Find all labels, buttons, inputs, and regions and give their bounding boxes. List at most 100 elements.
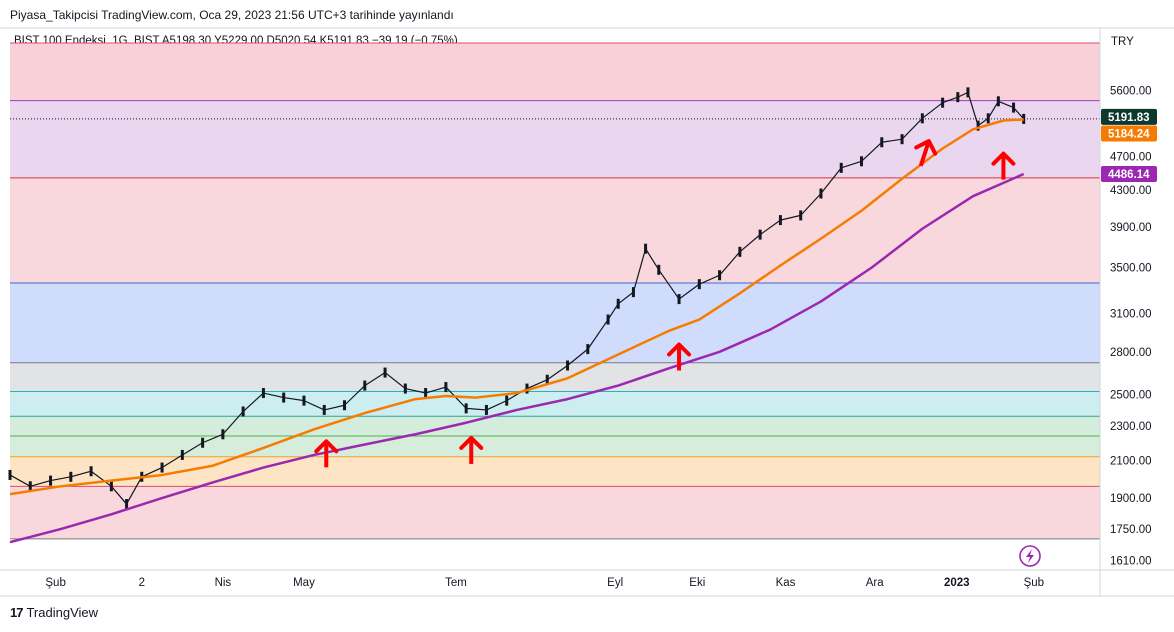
price-tag [1101, 108, 1157, 125]
price-point [505, 395, 509, 406]
y-tick-label: 1900.00 [1110, 493, 1152, 505]
price-point [697, 279, 701, 290]
price-tag-label: 5191.83 [1108, 112, 1150, 124]
y-tick-label: 1610.00 [1110, 556, 1152, 568]
price-point [545, 374, 549, 385]
ma-long-series [9, 172, 1025, 544]
price-point [49, 475, 53, 486]
price-point [1022, 113, 1026, 124]
y-tick-label: 2300.00 [1110, 421, 1152, 433]
price-point [160, 462, 164, 473]
axis-frame [0, 27, 1174, 597]
price-tag-label: 4486.14 [1108, 169, 1150, 181]
x-axis-ticks: Şub 2 Nis May Tem Eyl Eki Kas Ara 2023 Şub [45, 577, 1044, 589]
price-point [616, 298, 620, 309]
price-point [631, 287, 635, 298]
price-point [403, 383, 407, 394]
up-arrow [459, 435, 484, 464]
price-band [10, 391, 1100, 417]
x-tick-label: Ara [866, 577, 885, 589]
price-tag [1101, 125, 1157, 142]
price-point [282, 392, 286, 403]
up-arrow [991, 151, 1016, 180]
price-point [880, 137, 884, 148]
price-point [444, 382, 448, 393]
x-tick-label: 2 [139, 577, 145, 589]
band-lines [10, 42, 1100, 540]
price-point [738, 246, 742, 257]
price-band [10, 283, 1100, 363]
x-tick-label: May [293, 577, 315, 589]
price-point [69, 471, 73, 482]
arrow-head [914, 139, 938, 156]
price-band [10, 456, 1100, 487]
price-point [860, 156, 864, 167]
arrow-shaft [918, 140, 931, 167]
price-point [718, 270, 722, 281]
ma-short-series [9, 118, 1024, 496]
price-band [10, 177, 1100, 284]
price-point [920, 113, 924, 124]
price-point [586, 344, 590, 355]
arrow-head [667, 342, 692, 357]
price-point [109, 481, 113, 492]
price-point [343, 400, 347, 411]
price-point [464, 403, 468, 414]
price-point [799, 210, 803, 221]
x-tick-label: Tem [445, 577, 467, 589]
currency-label: TRY [1111, 36, 1134, 48]
y-tick-label: 1750.00 [1110, 524, 1152, 536]
price-point [778, 215, 782, 226]
price-point [819, 188, 823, 199]
price-band [10, 416, 1100, 436]
price-point [966, 87, 970, 98]
price-point [525, 383, 529, 394]
price-point [424, 388, 428, 399]
price-point [89, 466, 93, 477]
price-point [8, 469, 12, 480]
lightning-icon[interactable] [1019, 545, 1041, 567]
price-bands [10, 42, 1100, 539]
price-tag-label: 5184.24 [1108, 128, 1150, 140]
arrow-head [314, 439, 339, 454]
y-tick-label: 3900.00 [1110, 222, 1152, 234]
x-tick-label: Eyl [607, 577, 623, 589]
price-point [363, 380, 367, 391]
price-point [758, 229, 762, 240]
price-point [677, 294, 681, 305]
price-point [125, 499, 129, 510]
price-series [8, 87, 1026, 510]
price-point [201, 437, 205, 448]
price-point [221, 429, 225, 440]
published-info: Piyasa_Takipcisi TradingView.com, Oca 29… [10, 8, 454, 22]
price-point [484, 404, 488, 415]
price-point [657, 264, 661, 275]
price-band [10, 362, 1100, 392]
y-tick-label: 4700.00 [1110, 151, 1152, 163]
x-tick-label: Şub [45, 577, 65, 589]
ma-short-line [9, 118, 1024, 496]
up-arrow [667, 342, 692, 371]
ma-long-line [9, 172, 1025, 544]
price-band [10, 100, 1100, 178]
annotation-arrows [314, 139, 1016, 468]
price-point [996, 96, 1000, 107]
price-band [10, 42, 1100, 101]
price-band [10, 486, 1100, 539]
arrow-head [459, 435, 484, 450]
tradingview-logo[interactable]: 17 TradingView [10, 605, 98, 620]
tradingview-brand-text: TradingView [26, 605, 99, 620]
up-arrow [914, 139, 938, 167]
price-point [976, 120, 980, 131]
y-tick-label: 2800.00 [1110, 347, 1152, 359]
price-point [180, 449, 184, 460]
tradingview-logo-icon: 17 [10, 605, 24, 620]
price-line [9, 91, 1025, 505]
up-arrow [314, 439, 339, 468]
price-point [839, 162, 843, 173]
y-tick-label: 2500.00 [1110, 390, 1152, 402]
x-tick-label: Şub [1024, 577, 1044, 589]
y-tick-label: 3500.00 [1110, 263, 1152, 275]
price-point [241, 406, 245, 417]
